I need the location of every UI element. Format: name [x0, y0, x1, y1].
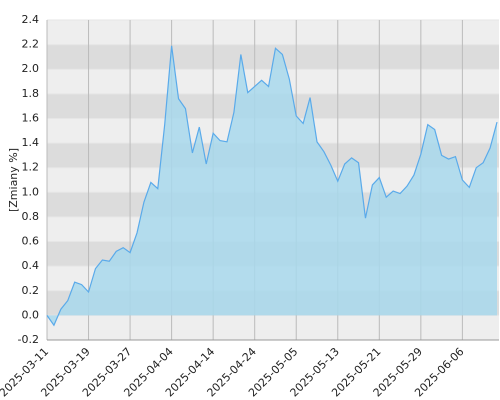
y-tick-label: 1.2 [22, 161, 40, 174]
y-tick-label: 0.6 [22, 235, 40, 248]
y-tick-label: 0.8 [22, 210, 40, 223]
y-tick-label: 0.0 [22, 308, 40, 321]
line [46, 45, 498, 327]
y-tick-label: 2.0 [22, 62, 40, 75]
y-tick-label: 1.0 [22, 185, 40, 198]
y-tick-label: 2.2 [22, 38, 40, 51]
y-tick-label: 1.4 [22, 136, 40, 149]
y-tick-label: 0.4 [22, 259, 40, 272]
y-tick-label: 2.4 [22, 13, 40, 26]
y-axis-label: [Zmiany %] [7, 148, 20, 212]
y-tick-label: 1.6 [22, 111, 40, 124]
y-tick-label: -0.2 [18, 333, 39, 346]
y-tick-label: 1.8 [22, 87, 40, 100]
area [47, 45, 497, 326]
y-tick-label: 0.2 [22, 284, 40, 297]
